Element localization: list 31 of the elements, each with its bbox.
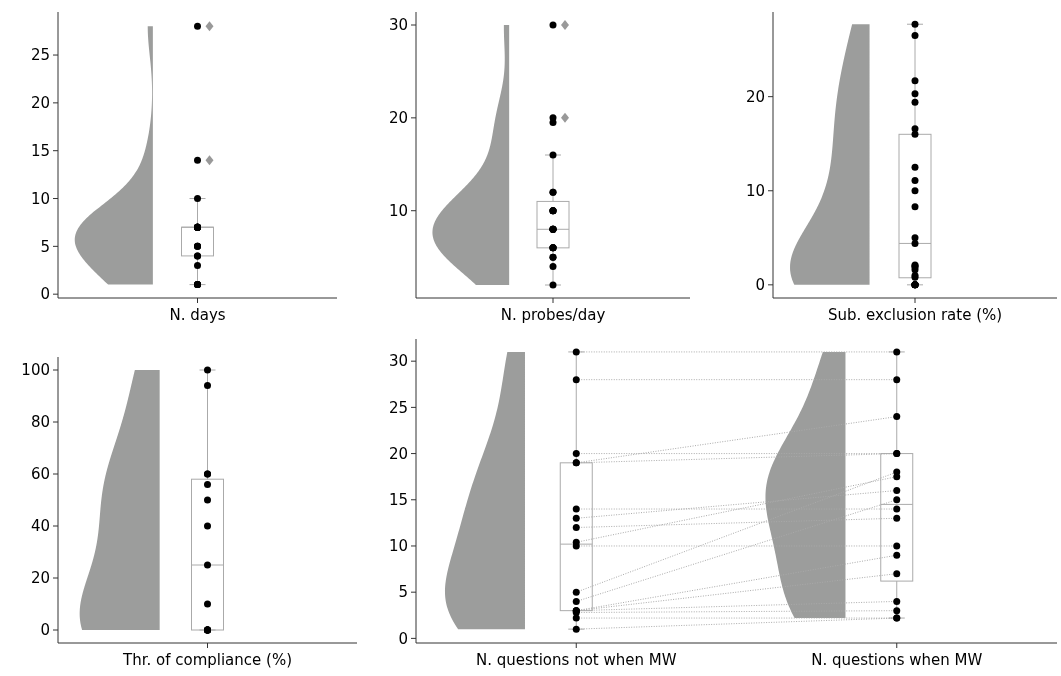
- y-tick-label: 30: [388, 16, 408, 35]
- y-tick-label: 30: [388, 352, 408, 371]
- y-tick-label: 10: [30, 189, 50, 208]
- y-tick-label: 20: [745, 87, 765, 106]
- y-tick-label: 20: [388, 109, 408, 128]
- y-tick-label: 10: [745, 182, 765, 200]
- y-tick-label: 25: [30, 46, 50, 65]
- y-tick-label: 0: [40, 285, 50, 304]
- y-tick-label: 80: [30, 413, 50, 432]
- x-tick-label: N. probes/day: [500, 306, 606, 324]
- y-tick-label: 15: [388, 491, 408, 510]
- y-tick-label: 20: [30, 94, 50, 113]
- x-tick-label: N. questions when MW: [811, 651, 983, 669]
- x-tick-label: N. questions not when MW: [475, 651, 677, 669]
- x-tick-label: Sub. exclusion rate (%): [827, 306, 1003, 324]
- x-tick-label: N. days: [169, 306, 226, 324]
- y-tick-label: 20: [30, 569, 50, 588]
- y-tick-label: 10: [388, 201, 408, 220]
- y-tick-label: 0: [755, 276, 765, 295]
- y-tick-label: 5: [398, 583, 408, 602]
- y-tick-label: 15: [30, 141, 50, 160]
- y-tick-label: 0: [398, 629, 408, 648]
- y-tick-label: 40: [30, 517, 50, 536]
- x-tick-label: Thr. of compliance (%): [121, 651, 293, 669]
- y-tick-label: 100: [21, 361, 50, 380]
- y-tick-label: 25: [388, 398, 408, 417]
- y-tick-label: 5: [40, 237, 50, 256]
- y-tick-label: 0: [40, 621, 50, 640]
- y-tick-label: 20: [388, 444, 408, 463]
- y-tick-label: 60: [30, 465, 50, 484]
- y-tick-label: 10: [388, 537, 408, 556]
